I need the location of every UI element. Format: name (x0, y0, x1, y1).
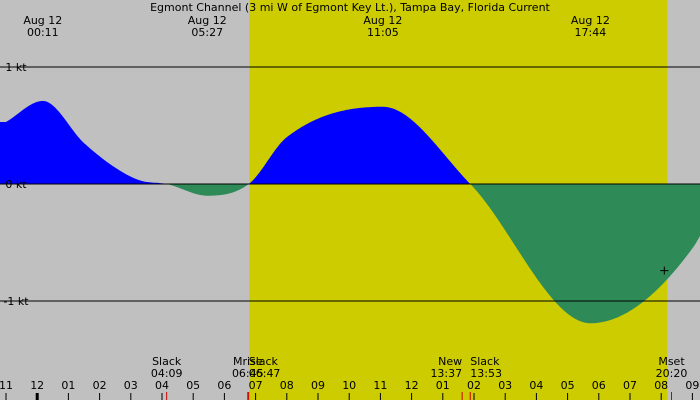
event-name: Slack (152, 355, 182, 368)
current-area (0, 100, 700, 324)
x-tick-label: 04 (529, 379, 543, 392)
x-tick-label: 07 (623, 379, 637, 392)
x-tick-label: 01 (436, 379, 450, 392)
extreme-date: Aug 12 (571, 14, 610, 27)
event-time: 13:37 (430, 367, 462, 380)
event-time: 06:47 (249, 367, 281, 380)
x-axis: 11 12 01 02 03 04 05 06 07 08 09 10 11 12 01 02 03 04 05 06… (0, 379, 699, 400)
event-name: Slack (470, 355, 500, 368)
event-labels: Slack04:09Mrise06:45Slack06:47New13:37Sl… (151, 355, 688, 400)
x-tick-label: 05 (186, 379, 200, 392)
x-tick-label: 03 (498, 379, 512, 392)
event-name: Slack (249, 355, 279, 368)
x-tick-label: 11 (373, 379, 387, 392)
x-tick-label: 11 (0, 379, 13, 392)
y-axis-labels: 1 kt 0 kt -1 kt (3, 61, 29, 308)
flood-area (0, 100, 700, 184)
y-label: -1 kt (3, 295, 29, 308)
x-tick-label: 07 (249, 379, 263, 392)
x-tick-label: 03 (124, 379, 138, 392)
event-time: 04:09 (151, 367, 183, 380)
extreme-time: 00:11 (27, 26, 59, 39)
x-tick-label: 12 (405, 379, 419, 392)
x-tick-label: 04 (155, 379, 169, 392)
event-time: 20:20 (656, 367, 688, 380)
ebb-area (0, 184, 700, 324)
y-label: 1 kt (5, 61, 27, 74)
x-tick-label: 05 (561, 379, 575, 392)
x-tick-label: 09 (311, 379, 325, 392)
event-name: Mrise (233, 355, 263, 368)
reference-lines (0, 66, 700, 302)
event-name: Mset (658, 355, 685, 368)
extreme-date: Aug 12 (188, 14, 227, 27)
event-name: New (438, 355, 462, 368)
extreme-time: 17:44 (575, 26, 607, 39)
x-tick-label: 01 (61, 379, 75, 392)
event-time: 06:45 (232, 367, 264, 380)
current-time-marker (660, 266, 669, 275)
y-label: 0 kt (5, 178, 27, 191)
x-tick-label: 02 (467, 379, 481, 392)
x-tick-label: 08 (280, 379, 294, 392)
extreme-time: 11:05 (367, 26, 399, 39)
event-time: 13:53 (470, 367, 502, 380)
current-marker (660, 266, 669, 275)
extreme-date: Aug 12 (363, 14, 402, 27)
extreme-time: 05:27 (191, 26, 223, 39)
x-tick-label: 06 (217, 379, 231, 392)
x-tick-label: 12 (30, 379, 44, 392)
x-tick-label: 09 (685, 379, 699, 392)
extreme-date: Aug 12 (23, 14, 62, 27)
x-tick-label: 10 (342, 379, 356, 392)
x-tick-label: 08 (654, 379, 668, 392)
x-tick-label: 02 (93, 379, 107, 392)
chart-title: Egmont Channel (3 mi W of Egmont Key Lt.… (150, 1, 550, 14)
x-tick-label: 06 (592, 379, 606, 392)
